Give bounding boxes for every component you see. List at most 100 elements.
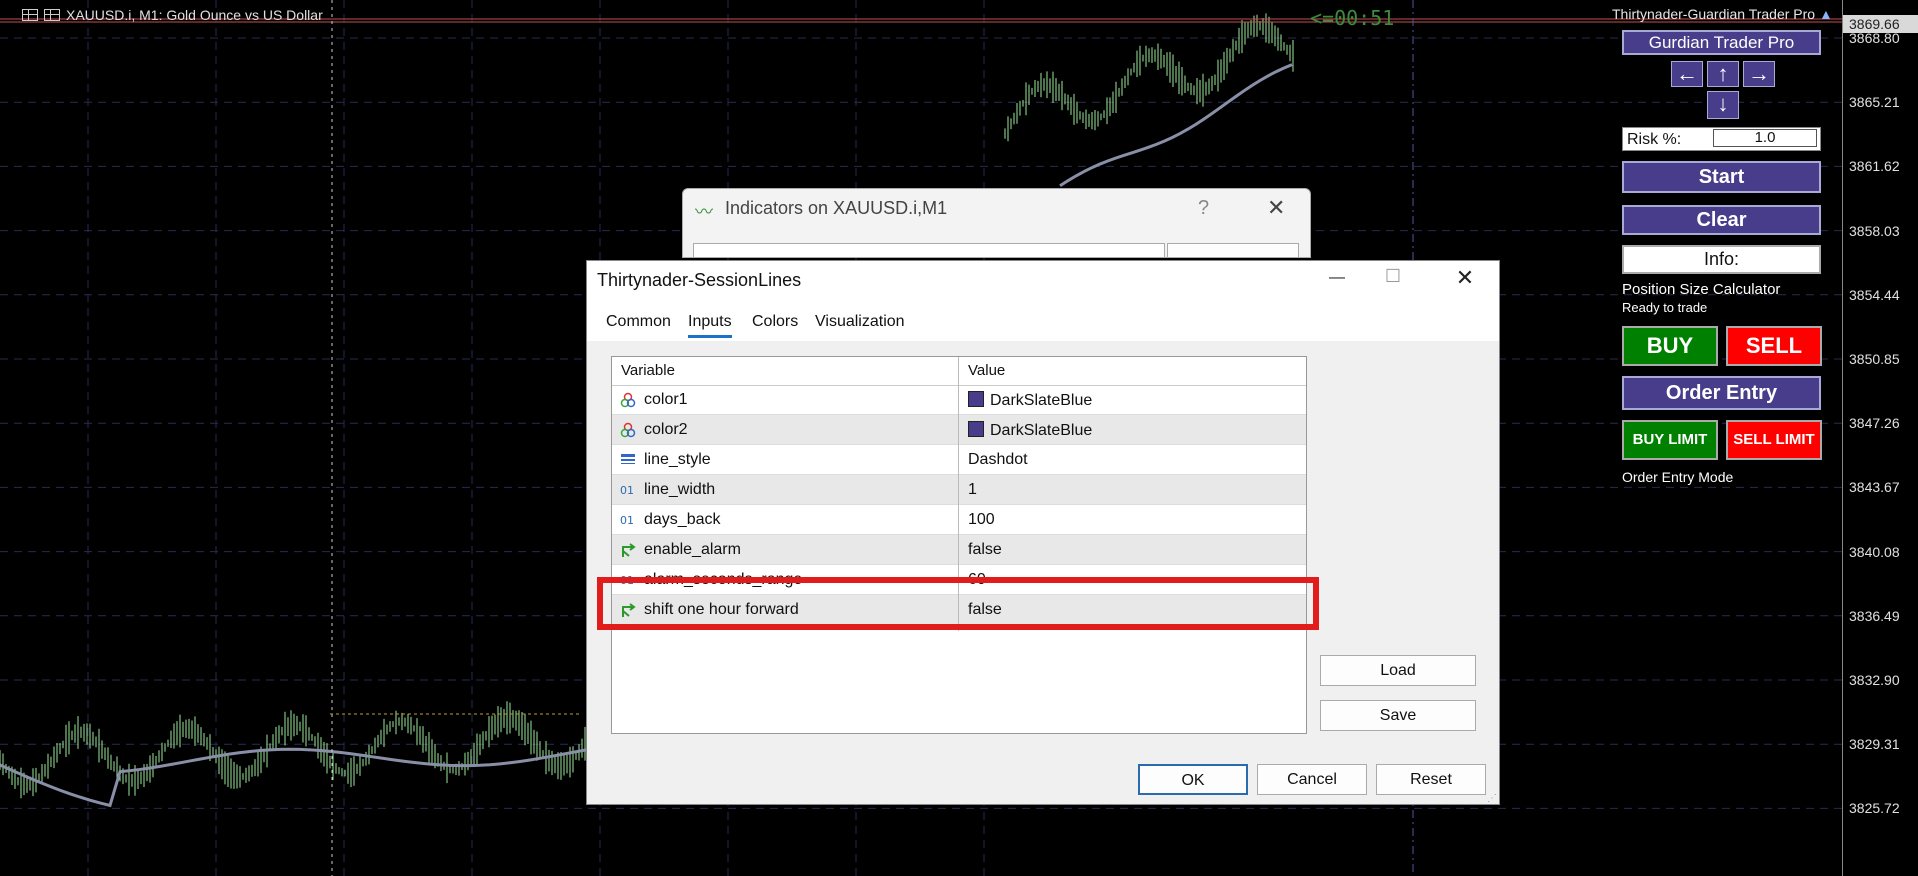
price-level-label: 3865.21 — [1849, 94, 1900, 111]
trade-status: Ready to trade — [1622, 300, 1708, 315]
variable-value[interactable]: Dashdot — [968, 451, 1028, 469]
sell-limit-button[interactable]: SELL LIMIT — [1726, 420, 1822, 460]
indicators-dialog-title: Indicators on XAUUSD.i,M1 — [725, 198, 948, 218]
dialog-title: Thirtynader-SessionLines — [597, 270, 802, 290]
chart-type-icon[interactable] — [44, 9, 60, 21]
table-row[interactable]: 01 days_back 100 — [612, 505, 1306, 535]
panel-header: Gurdian Trader Pro — [1622, 30, 1821, 55]
arrow-left-button[interactable]: ← — [1671, 61, 1703, 87]
arrow-down-button[interactable]: ↓ — [1707, 91, 1739, 119]
price-level-label: 3854.44 — [1849, 286, 1900, 303]
variable-value-text: Dashdot — [968, 451, 1028, 468]
minimize-button[interactable]: — — [1329, 269, 1345, 286]
variable-value[interactable]: DarkSlateBlue — [968, 391, 1092, 410]
svg-text:01: 01 — [620, 514, 634, 527]
dialog-titlebar[interactable]: Thirtynader-SessionLines — ☐ ✕ — [587, 261, 1499, 301]
price-level-label: 3829.31 — [1849, 736, 1900, 753]
risk-box: Risk %: 1.0 — [1622, 127, 1821, 151]
tab-inputs[interactable]: Inputs — [688, 313, 732, 338]
bool-icon — [620, 542, 636, 558]
variable-value-text: false — [968, 541, 1002, 558]
indicators-icon: 〰 — [695, 202, 713, 222]
candles — [0, 13, 1294, 799]
close-button[interactable]: ✕ — [1455, 265, 1475, 290]
table-row[interactable]: enable_alarm false — [612, 535, 1306, 565]
grid-header: Variable Value — [612, 357, 1306, 386]
table-row[interactable]: color2 DarkSlateBlue — [612, 415, 1306, 445]
tab-common[interactable]: Common — [606, 313, 671, 330]
tab-visualization[interactable]: Visualization — [815, 313, 905, 330]
inputs-grid: Variable Value color1 DarkSlateBlue color2… — [611, 356, 1307, 734]
integer-icon: 01 — [620, 482, 636, 498]
svg-text:01: 01 — [620, 484, 634, 497]
graduation-cap-icon: ▲ — [1818, 6, 1833, 22]
buy-limit-button[interactable]: BUY LIMIT — [1622, 420, 1718, 460]
moving-average-line-left — [0, 747, 591, 808]
close-icon[interactable]: ✕ — [1267, 195, 1286, 220]
variable-value-text: false — [968, 601, 1002, 618]
variable-value-text: DarkSlateBlue — [990, 392, 1093, 409]
properties-button[interactable] — [1167, 243, 1299, 257]
line-style-icon — [620, 452, 636, 468]
tab-colors[interactable]: Colors — [752, 313, 799, 330]
price-level-label: 3847.26 — [1849, 415, 1900, 432]
color-icon — [620, 392, 636, 408]
order-entry-button[interactable]: Order Entry — [1622, 376, 1821, 410]
save-button[interactable]: Save — [1320, 700, 1476, 731]
clear-button[interactable]: Clear — [1622, 205, 1821, 235]
color-swatch — [968, 391, 984, 407]
price-axis[interactable]: 3869.66 3868.80 3865.21 3861.62 3858.03 3854… — [1842, 0, 1918, 876]
integer-icon: 01 — [620, 512, 636, 528]
table-icon[interactable] — [22, 9, 38, 21]
ok-button[interactable]: OK — [1138, 764, 1248, 795]
variable-value-text: DarkSlateBlue — [990, 422, 1093, 439]
variable-value[interactable]: 1 — [968, 481, 977, 499]
indicators-dialog: 〰 Indicators on XAUUSD.i,M1 ? ✕ — [682, 188, 1311, 258]
variable-name: line_width — [644, 481, 716, 498]
indicators-list — [693, 243, 1165, 257]
calculator-title: Position Size Calculator — [1622, 281, 1781, 298]
reset-button[interactable]: Reset — [1376, 764, 1486, 795]
current-price-label: 3869.66 — [1843, 15, 1918, 33]
load-button[interactable]: Load — [1320, 655, 1476, 686]
variable-value[interactable]: false — [968, 541, 1002, 559]
variable-value-text: 1 — [968, 481, 977, 498]
dialog-tabs: Common Inputs Colors Visualization — [587, 301, 1499, 341]
start-button[interactable]: Start — [1622, 161, 1821, 193]
price-chart[interactable] — [0, 0, 1842, 876]
table-row[interactable]: line_style Dashdot — [612, 445, 1306, 475]
price-level-label: 3825.72 — [1849, 800, 1900, 817]
risk-label: Risk %: — [1627, 131, 1682, 148]
sell-button[interactable]: SELL — [1726, 326, 1822, 366]
order-entry-mode: Order Entry Mode — [1622, 469, 1734, 485]
variable-value-text: 100 — [968, 511, 995, 528]
cancel-button[interactable]: Cancel — [1257, 764, 1367, 795]
bool-icon — [620, 602, 636, 618]
help-icon[interactable]: ? — [1198, 197, 1210, 219]
moving-average-line-right — [1059, 63, 1293, 188]
risk-input[interactable]: 1.0 — [1713, 129, 1817, 147]
variable-name: enable_alarm — [644, 541, 741, 558]
table-row[interactable]: 01 line_width 1 — [612, 475, 1306, 505]
table-row[interactable]: color1 DarkSlateBlue — [612, 385, 1306, 415]
color-swatch — [968, 421, 984, 437]
variable-name: color2 — [644, 421, 688, 438]
session-lines-dialog: Thirtynader-SessionLines — ☐ ✕ Common In… — [586, 260, 1500, 805]
variable-name: line_style — [644, 451, 711, 468]
column-header-value[interactable]: Value — [968, 362, 1006, 379]
candle-countdown: <=00:51 — [1310, 6, 1395, 30]
column-divider — [958, 357, 959, 631]
price-level-label: 3861.62 — [1849, 158, 1900, 175]
info-box: Info: — [1622, 245, 1821, 274]
variable-value[interactable]: 100 — [968, 511, 995, 529]
variable-value[interactable]: DarkSlateBlue — [968, 421, 1092, 440]
price-level-label: 3840.08 — [1849, 543, 1900, 560]
maximize-button[interactable]: ☐ — [1384, 266, 1402, 286]
buy-button[interactable]: BUY — [1622, 326, 1718, 366]
variable-value[interactable]: false — [968, 601, 1002, 619]
arrow-up-button[interactable]: ↑ — [1707, 61, 1739, 87]
price-level-label: 3836.49 — [1849, 607, 1900, 624]
column-header-variable[interactable]: Variable — [621, 362, 675, 379]
resize-grip-icon[interactable]: ⋰ — [1487, 793, 1497, 804]
arrow-right-button[interactable]: → — [1743, 61, 1775, 87]
